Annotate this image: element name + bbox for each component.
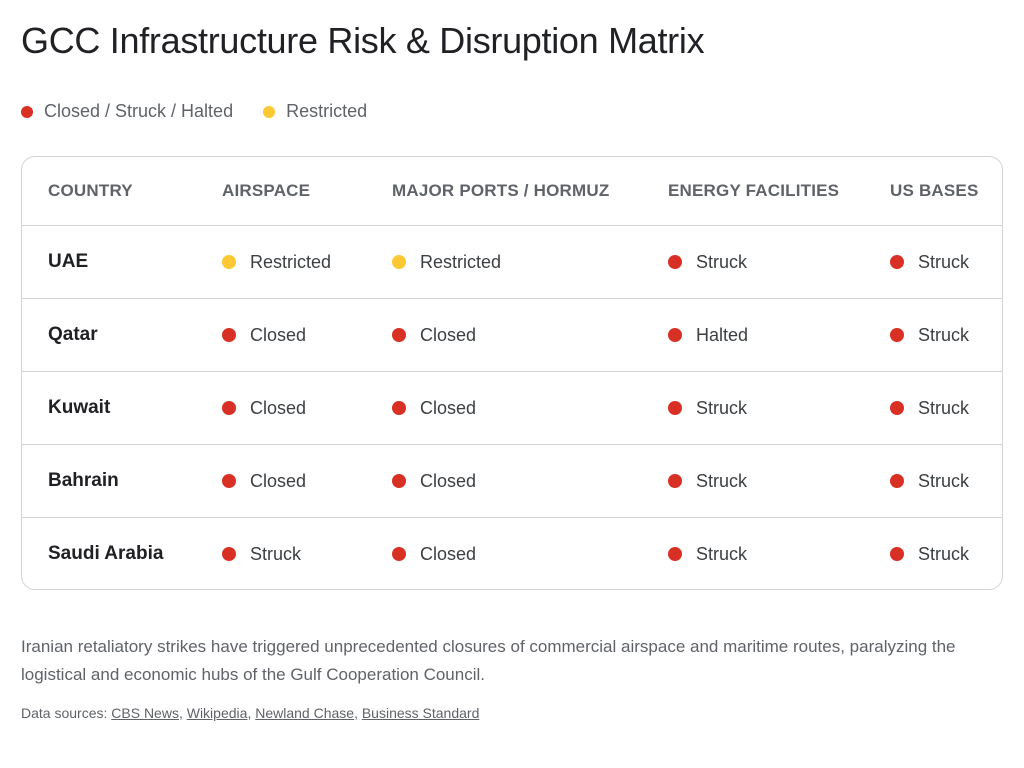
source-link-business-standard[interactable]: Business Standard (361, 705, 480, 721)
status-label: Struck (250, 543, 302, 564)
country-name: UAE (48, 251, 89, 272)
status-label: Struck (696, 251, 748, 272)
country-name: Saudi Arabia (48, 543, 164, 564)
status-label: Closed (420, 397, 477, 418)
status-label: Closed (250, 397, 307, 418)
status-cell: Closed (196, 471, 366, 492)
status-label: Halted (696, 324, 749, 345)
red-status-dot-icon (890, 474, 904, 488)
red-status-dot-icon (392, 328, 406, 342)
status-cell: Struck (864, 325, 1002, 346)
status-cell: Struck (196, 544, 366, 565)
red-status-dot-icon (222, 474, 236, 488)
red-status-dot-icon (222, 328, 236, 342)
status-cell: Halted (642, 325, 864, 346)
yellow-status-dot-icon (222, 255, 236, 269)
red-status-dot-icon (890, 328, 904, 342)
status-cell: Restricted (366, 252, 642, 273)
status-cell: Closed (196, 325, 366, 346)
status-label: Restricted (420, 251, 502, 272)
status-cell: Restricted (196, 252, 366, 273)
status-label: Struck (918, 543, 970, 564)
status-label: Closed (420, 543, 477, 564)
status-label: Struck (696, 543, 748, 564)
status-label: Struck (918, 397, 970, 418)
country-name: Qatar (48, 324, 98, 345)
table-row: Qatar Closed Closed Halted Struck (22, 298, 1002, 371)
red-status-dot-icon (668, 255, 682, 269)
red-status-dot-icon (890, 547, 904, 561)
table-header-row: COUNTRY AIRSPACE MAJOR PORTS / HORMUZ EN… (22, 157, 1002, 225)
table-row: Saudi Arabia Struck Closed Struck Struck (22, 517, 1002, 589)
legend-item-closed: Closed / Struck / Halted (21, 101, 233, 122)
sources-label: Data sources: (21, 705, 108, 721)
table-row: UAE Restricted Restricted Struck Struck (22, 225, 1002, 298)
status-label: Closed (420, 324, 477, 345)
legend-label: Restricted (286, 101, 368, 121)
table-row: Kuwait Closed Closed Struck Struck (22, 371, 1002, 444)
status-label: Closed (250, 470, 307, 491)
column-header: COUNTRY (48, 181, 133, 200)
status-label: Struck (696, 397, 748, 418)
source-link-cbs-news[interactable]: CBS News (111, 705, 179, 721)
source-link-newland-chase[interactable]: Newland Chase (255, 705, 355, 721)
status-cell: Struck (642, 544, 864, 565)
risk-matrix-table: COUNTRY AIRSPACE MAJOR PORTS / HORMUZ EN… (21, 156, 1003, 590)
red-status-dot-icon (668, 328, 682, 342)
status-cell: Struck (642, 471, 864, 492)
column-header: AIRSPACE (222, 181, 311, 200)
red-status-dot-icon (222, 401, 236, 415)
status-cell: Closed (366, 398, 642, 419)
description: Iranian retaliatory strikes have trigger… (21, 637, 956, 684)
red-status-dot-icon (392, 547, 406, 561)
status-label: Restricted (250, 251, 332, 272)
status-cell: Closed (196, 398, 366, 419)
status-label: Struck (918, 470, 970, 491)
red-status-dot-icon (21, 105, 33, 118)
red-status-dot-icon (668, 474, 682, 488)
legend-item-restricted: Restricted (263, 101, 367, 122)
red-status-dot-icon (392, 401, 406, 415)
column-header: US BASES (890, 181, 979, 200)
red-status-dot-icon (668, 401, 682, 415)
status-cell: Closed (366, 544, 642, 565)
column-header: ENERGY FACILITIES (668, 181, 840, 200)
yellow-status-dot-icon (263, 105, 276, 118)
status-cell: Struck (864, 398, 1002, 419)
country-name: Bahrain (48, 470, 119, 491)
status-label: Struck (918, 324, 970, 345)
yellow-status-dot-icon (392, 255, 406, 269)
status-label: Closed (420, 470, 477, 491)
status-cell: Closed (366, 471, 642, 492)
status-cell: Struck (864, 252, 1002, 273)
table-row: Bahrain Closed Closed Struck Struck (22, 444, 1002, 517)
column-header: MAJOR PORTS / HORMUZ (392, 181, 610, 200)
source-link-wikipedia[interactable]: Wikipedia (186, 705, 248, 721)
red-status-dot-icon (392, 474, 406, 488)
status-label: Closed (250, 324, 307, 345)
status-label: Struck (696, 470, 748, 491)
status-label: Struck (918, 251, 970, 272)
red-status-dot-icon (668, 547, 682, 561)
red-status-dot-icon (890, 401, 904, 415)
red-status-dot-icon (222, 547, 236, 561)
legend: Closed / Struck / Halted Restricted (21, 101, 397, 122)
red-status-dot-icon (890, 255, 904, 269)
page-title: GCC Infrastructure Risk & Disruption Mat… (21, 20, 705, 61)
status-cell: Struck (864, 471, 1002, 492)
status-cell: Struck (642, 252, 864, 273)
data-sources: Data sources: CBS News, Wikipedia, Newla… (21, 705, 480, 721)
status-cell: Closed (366, 325, 642, 346)
status-cell: Struck (642, 398, 864, 419)
status-cell: Struck (864, 544, 1002, 565)
country-name: Kuwait (48, 397, 111, 418)
legend-label: Closed / Struck / Halted (44, 101, 234, 121)
